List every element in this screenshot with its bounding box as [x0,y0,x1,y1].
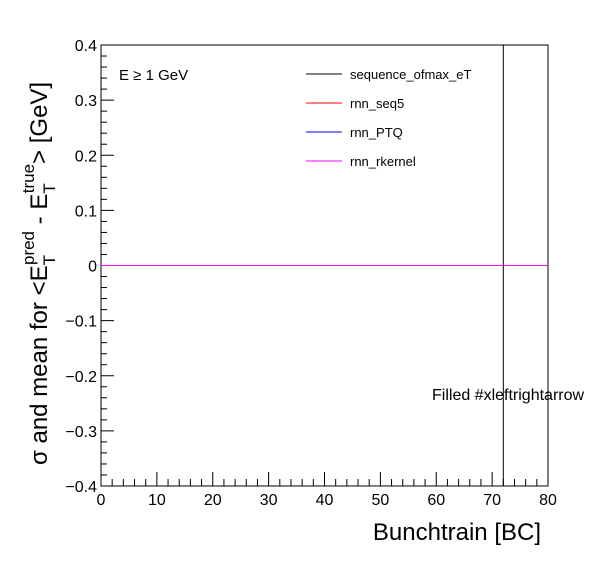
x-tick-label: 30 [260,492,278,509]
y-tick-label: 0 [88,259,97,276]
x-tick-label: 80 [539,492,557,509]
y-tick-label: 0.1 [75,203,97,220]
y-tick-label: −0.2 [65,369,97,386]
y-tick-label: 0.3 [75,93,97,110]
x-tick-label: 0 [97,492,106,509]
x-tick-label: 50 [371,492,389,509]
filled-annotation: Filled #xleftrightarrow [432,387,585,404]
x-tick-label: 20 [204,492,222,509]
y-tick-label: 0.4 [75,38,97,55]
x-axis-label: Bunchtrain [BC] [373,519,541,546]
y-tick-label: 0.2 [75,148,97,165]
y-tick-label: −0.3 [65,424,97,441]
legend-label: sequence_ofmax_eT [350,67,471,82]
y-tick-label: −0.1 [65,314,97,331]
cut-annotation: E ≥ 1 GeV [119,67,188,84]
legend-label: rnn_PTQ [350,125,403,140]
x-axis-ticks: 0 10 20 30 40 50 60 70 80 [97,472,557,509]
legend: sequence_ofmax_eT rnn_seq5 rnn_PTQ rnn_rker… [306,67,471,169]
legend-label: rnn_rkernel [350,154,416,169]
legend-label: rnn_seq5 [350,96,404,111]
x-tick-label: 40 [316,492,334,509]
x-tick-label: 70 [483,492,501,509]
y-axis-ticks: −0.4 −0.3 −0.2 −0.1 0 0.1 0.2 0.3 0.4 [65,38,114,496]
y-axis-label: σ and mean for <ETpred - ETtrue> [GeV] [19,82,59,465]
y-tick-label: −0.4 [65,479,97,496]
x-tick-label: 60 [427,492,445,509]
x-tick-label: 10 [148,492,166,509]
